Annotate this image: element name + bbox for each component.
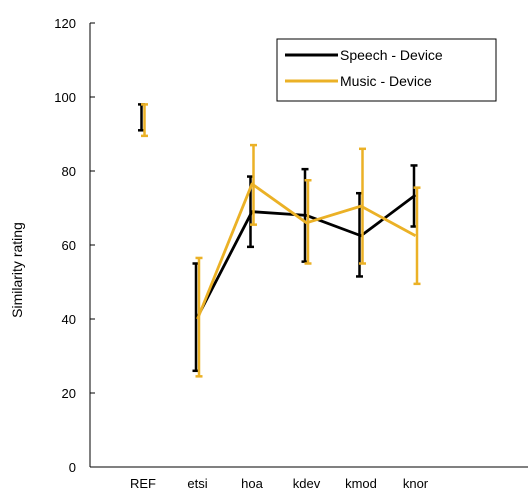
legend-box <box>276 38 497 102</box>
x-tick-label: hoa <box>241 476 263 491</box>
x-tick-label: kdev <box>293 476 321 491</box>
x-tick-label: knor <box>403 476 429 491</box>
series-line <box>196 193 417 318</box>
x-tick-label: etsi <box>187 476 207 491</box>
y-tick-label: 100 <box>54 90 76 105</box>
y-tick-label: 60 <box>62 238 76 253</box>
y-tick-label: 40 <box>62 312 76 327</box>
legend-label: Speech - Device <box>340 47 443 63</box>
legend: Speech - Device Music - Device <box>276 38 497 102</box>
y-tick-labels: 0 20 40 60 80 100 120 <box>54 16 95 475</box>
series-speech-device <box>138 103 418 373</box>
x-tick-labels: REF etsi hoa kdev kmod knor <box>130 476 429 491</box>
legend-label: Music - Device <box>340 73 432 89</box>
y-tick-label: 0 <box>69 460 76 475</box>
y-tick-label: 20 <box>62 386 76 401</box>
y-tick-label: 80 <box>62 164 76 179</box>
series-layer <box>138 103 421 378</box>
x-tick-label: kmod <box>345 476 377 491</box>
y-axis-label: Similarity rating <box>9 222 25 318</box>
series-line <box>196 182 417 320</box>
x-tick-label: REF <box>130 476 156 491</box>
series-music-device <box>141 103 421 378</box>
y-tick-label: 120 <box>54 16 76 31</box>
